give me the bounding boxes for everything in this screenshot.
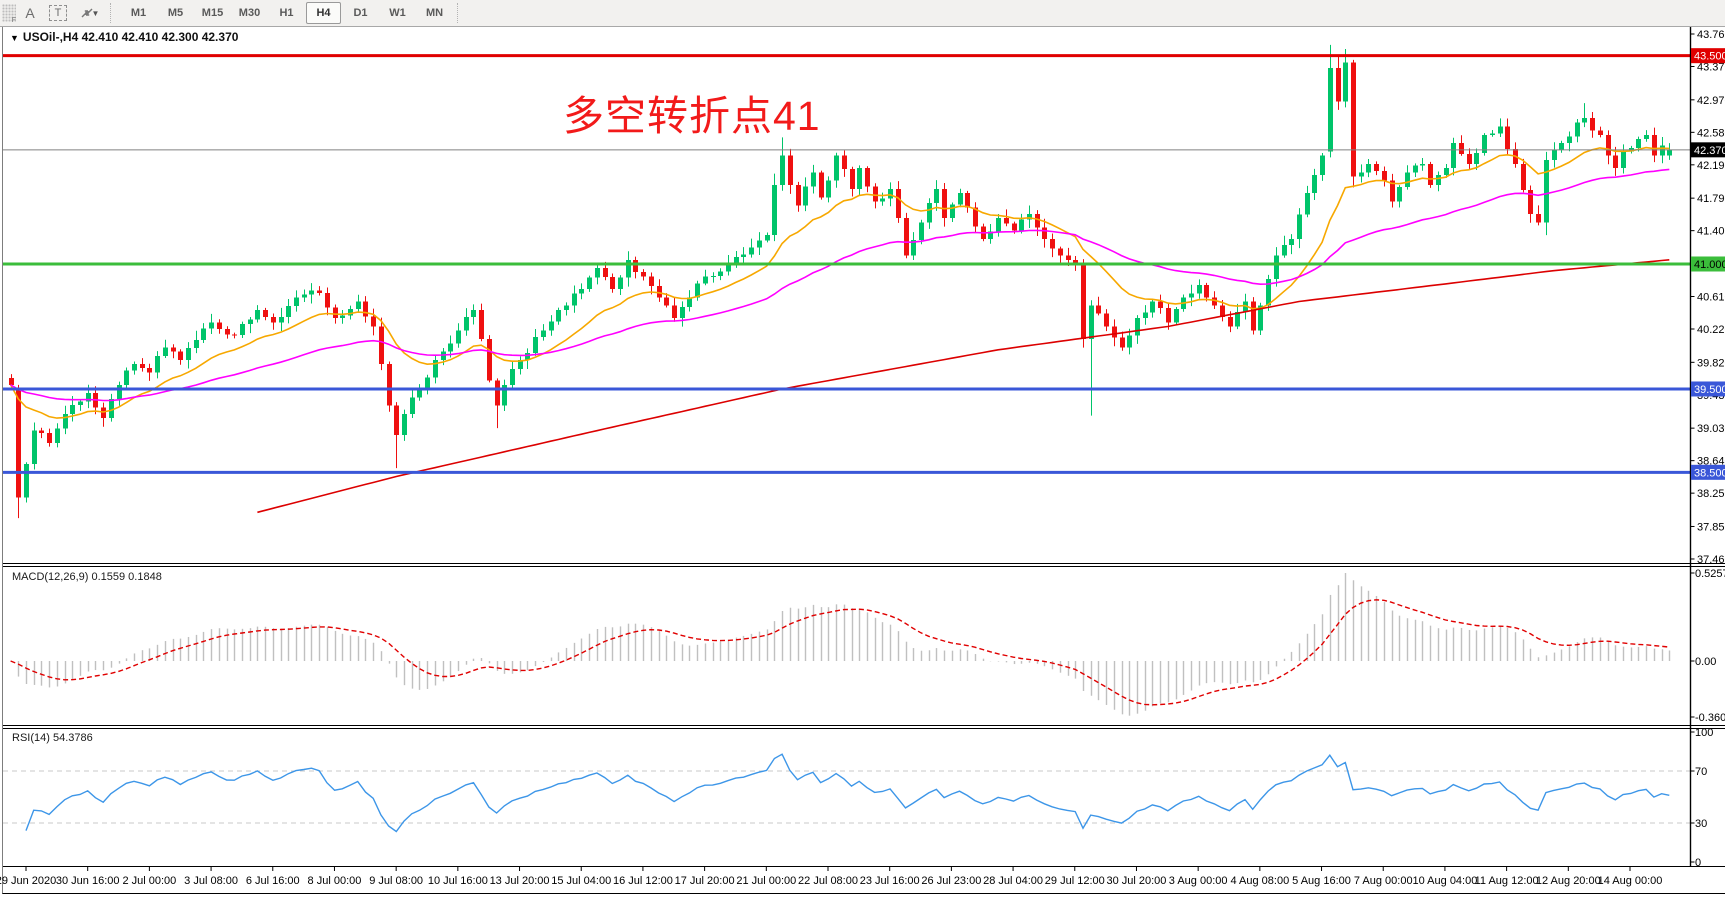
svg-text:41.790: 41.790 (1697, 193, 1725, 205)
svg-text:7 Aug 00:00: 7 Aug 00:00 (1354, 875, 1413, 887)
svg-text:37.460: 37.460 (1697, 554, 1725, 566)
price-badge-38.500 (1691, 464, 1725, 480)
ma-mid-line (10, 168, 1670, 402)
label-a-icon[interactable]: A (25, 5, 35, 21)
rsi-axis-labels: 100 70 30 0 (1690, 727, 1713, 869)
svg-text:21 Jul 00:00: 21 Jul 00:00 (736, 875, 796, 887)
toolbar: F A T ▼ M1 M5 M15 M30 H1 H4 D1 W1 MN (0, 0, 1725, 27)
collapse-arrow-icon[interactable]: ▼ (10, 33, 19, 43)
svg-text:37.850: 37.850 (1697, 521, 1725, 533)
svg-text:4 Aug 08:00: 4 Aug 08:00 (1230, 875, 1289, 887)
svg-text:42.580: 42.580 (1697, 127, 1725, 139)
svg-text:38.500: 38.500 (1694, 467, 1725, 479)
macd-signal-line (10, 599, 1670, 706)
svg-text:70: 70 (1695, 766, 1707, 778)
ma-fast-line (9, 146, 1670, 419)
price-badge-41.000 (1691, 256, 1725, 272)
svg-text:41.400: 41.400 (1697, 226, 1725, 238)
svg-text:43.760: 43.760 (1697, 29, 1725, 41)
macd-layer (17, 573, 1671, 716)
svg-text:30: 30 (1695, 818, 1707, 830)
svg-text:3 Jul 08:00: 3 Jul 08:00 (184, 875, 238, 887)
tf-button-M15[interactable]: M15 (201, 7, 224, 19)
svg-text:3 Aug 00:00: 3 Aug 00:00 (1169, 875, 1228, 887)
svg-text:8 Jul 00:00: 8 Jul 00:00 (308, 875, 362, 887)
tf-button-D1[interactable]: D1 (353, 7, 368, 19)
svg-text:6 Jul 16:00: 6 Jul 16:00 (246, 875, 300, 887)
price-badge-43.500 (1691, 48, 1725, 64)
svg-text:5 Aug 16:00: 5 Aug 16:00 (1292, 875, 1351, 887)
tf-button-H4[interactable]: H4 (306, 2, 341, 24)
svg-text:15 Jul 04:00: 15 Jul 04:00 (551, 875, 611, 887)
toolbar-separator (457, 3, 463, 23)
svg-text:39.500: 39.500 (1694, 384, 1725, 396)
svg-text:13 Jul 20:00: 13 Jul 20:00 (490, 875, 550, 887)
svg-text:43.500: 43.500 (1694, 51, 1725, 63)
svg-text:22 Jul 08:00: 22 Jul 08:00 (798, 875, 858, 887)
symbol-ohlc-text: USOil-,H4 42.410 42.410 42.300 42.370 (22, 30, 239, 44)
price-axis-labels: 43.760 43.370 42.970 42.580 42.190 41.790 41.4… (1690, 29, 1725, 566)
svg-text:100: 100 (1695, 727, 1713, 739)
svg-text:41.000: 41.000 (1694, 259, 1725, 271)
svg-text:9 Jul 08:00: 9 Jul 08:00 (369, 875, 423, 887)
svg-text:12 Aug 20:00: 12 Aug 20:00 (1536, 875, 1601, 887)
svg-text:0.00: 0.00 (1695, 656, 1716, 668)
svg-text:42.970: 42.970 (1697, 95, 1725, 107)
tf-button-M5[interactable]: M5 (167, 7, 184, 19)
svg-text:11 Aug 12:00: 11 Aug 12:00 (1475, 875, 1539, 887)
svg-text:39.030: 39.030 (1697, 423, 1725, 435)
candles-layer (9, 44, 1672, 519)
svg-text:10 Jul 16:00: 10 Jul 16:00 (428, 875, 488, 887)
svg-text:0.5257: 0.5257 (1695, 568, 1725, 580)
toolbar-separator (110, 3, 116, 23)
rsi-indicator-label: RSI(14) 54.3786 (12, 732, 93, 744)
rsi-line (25, 753, 1670, 833)
timeframe-group: M1 M5 M15 M30 H1 H4 D1 W1 MN (120, 2, 453, 24)
svg-text:42.370: 42.370 (1694, 145, 1725, 157)
text-box-icon[interactable]: T (45, 1, 71, 25)
svg-text:17 Jul 20:00: 17 Jul 20:00 (675, 875, 735, 887)
chart-annotation-text: 多空转折点41 (563, 93, 821, 139)
svg-text:16 Jul 12:00: 16 Jul 12:00 (613, 875, 673, 887)
svg-text:14 Aug 00:00: 14 Aug 00:00 (1598, 875, 1663, 887)
tf-button-M30[interactable]: M30 (238, 7, 261, 19)
svg-text:38.250: 38.250 (1697, 488, 1725, 500)
ma-slow-line (257, 259, 1670, 514)
svg-text:28 Jul 04:00: 28 Jul 04:00 (983, 875, 1043, 887)
svg-text:2 Jul 00:00: 2 Jul 00:00 (122, 875, 176, 887)
svg-text:40.220: 40.220 (1697, 324, 1725, 336)
svg-text:23 Jul 16:00: 23 Jul 16:00 (860, 875, 920, 887)
svg-text:39.820: 39.820 (1697, 357, 1725, 369)
svg-text:30 Jul 20:00: 30 Jul 20:00 (1106, 875, 1166, 887)
svg-text:30 Jun 16:00: 30 Jun 16:00 (56, 875, 120, 887)
svg-text:-0.3603: -0.3603 (1695, 712, 1725, 724)
toolbar-drag-handle[interactable]: F (2, 4, 16, 24)
tf-button-W1[interactable]: W1 (389, 7, 406, 19)
price-badge-39.500 (1691, 381, 1725, 397)
svg-text:40.610: 40.610 (1697, 291, 1725, 303)
crosshair-arrows-icon[interactable]: ▼ (73, 1, 105, 25)
svg-text:10 Aug 04:00: 10 Aug 04:00 (1413, 875, 1478, 887)
tf-button-H1[interactable]: H1 (279, 7, 294, 19)
svg-text:29 Jun 2020: 29 Jun 2020 (0, 875, 56, 887)
svg-text:42.190: 42.190 (1697, 160, 1725, 172)
svg-text:0: 0 (1695, 857, 1701, 869)
svg-text:26 Jul 23:00: 26 Jul 23:00 (921, 875, 981, 887)
macd-axis-labels: 0.5257 0.00 -0.3603 (1690, 568, 1725, 724)
tf-button-MN[interactable]: MN (425, 7, 444, 19)
macd-indicator-label: MACD(12,26,9) 0.1559 0.1848 (12, 571, 162, 583)
chart-ohlc-header: ▼ USOil-,H4 42.410 42.410 42.300 42.370 (10, 30, 238, 44)
price-badge-42.370 (1691, 142, 1725, 158)
svg-text:43.370: 43.370 (1697, 61, 1725, 73)
time-axis-labels: 29 Jun 2020 30 Jun 16:00 2 Jul 00:00 3 Jul … (0, 866, 1663, 887)
dropdown-caret-icon[interactable]: ▼ (91, 8, 100, 18)
tf-button-M1[interactable]: M1 (130, 7, 147, 19)
svg-text:29 Jul 12:00: 29 Jul 12:00 (1045, 875, 1105, 887)
svg-text:38.640: 38.640 (1697, 456, 1725, 468)
